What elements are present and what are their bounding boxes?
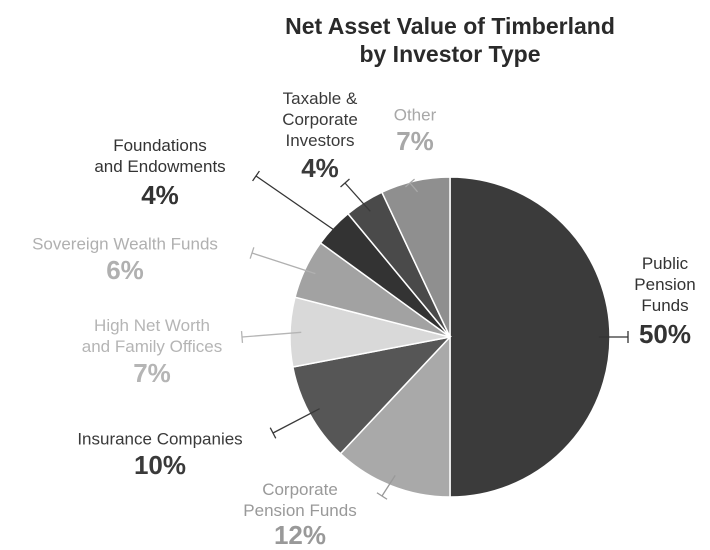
- leader-tick: [405, 178, 415, 188]
- leader-line: [272, 408, 320, 434]
- leader-line: [344, 182, 371, 212]
- chart-title: Net Asset Value of Timberland by Investor…: [285, 13, 615, 67]
- value-label: 4%: [301, 153, 339, 183]
- value-label: 10%: [134, 450, 186, 480]
- leader-tick: [240, 330, 244, 344]
- leader-tick: [340, 178, 350, 188]
- slice-label: High Net Worth and Family Offices: [82, 316, 222, 356]
- leader-tick: [252, 170, 260, 182]
- slice-label: Foundations and Endowments: [94, 136, 225, 176]
- slice-label: Insurance Companies: [77, 429, 242, 448]
- pie-slice: [449, 176, 611, 498]
- leader-tick: [269, 427, 277, 439]
- slice-label: Public Pension Funds: [634, 254, 695, 315]
- leader-line: [255, 175, 342, 236]
- leader-line: [241, 331, 302, 338]
- value-label: 50%: [639, 319, 691, 349]
- leader-line: [251, 252, 316, 275]
- pie-slice: [339, 335, 451, 498]
- leader-tick: [249, 247, 255, 259]
- leader-line: [409, 182, 419, 193]
- leader-tick: [376, 492, 388, 500]
- slice-label: Taxable & Corporate Investors: [282, 89, 358, 150]
- leader-line: [381, 475, 396, 497]
- pie-slice: [380, 176, 451, 338]
- slice-label: Corporate Pension Funds: [243, 480, 356, 520]
- slice-label: Other: [394, 105, 437, 124]
- value-label: 7%: [133, 358, 171, 388]
- value-label: 7%: [396, 126, 434, 156]
- slice-label: Sovereign Wealth Funds: [32, 234, 218, 253]
- value-label: 12%: [274, 520, 326, 550]
- value-label: 4%: [141, 180, 179, 210]
- value-label: 6%: [106, 255, 144, 285]
